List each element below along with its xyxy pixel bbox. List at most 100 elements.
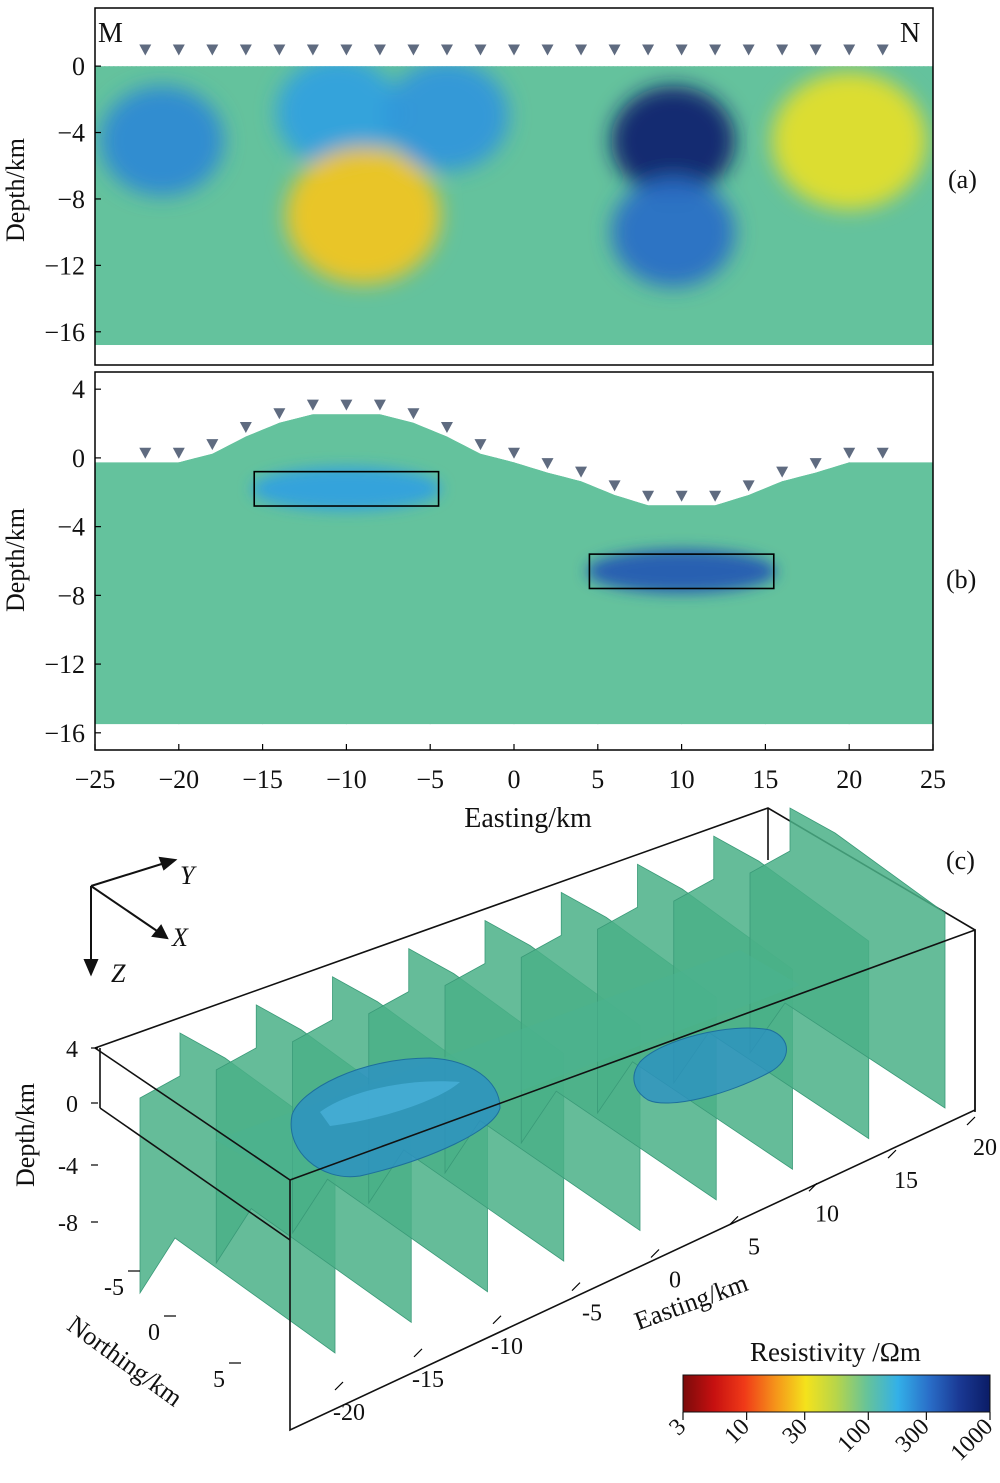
station-marker: [508, 447, 520, 459]
easting-tick-label: 0: [669, 1268, 681, 1294]
panel-a-stations: [139, 44, 889, 56]
colorbar-ramp: [682, 1374, 991, 1413]
conductor-isosurfaces: [290, 1027, 787, 1178]
easting-tick-label: 10: [815, 1201, 839, 1227]
station-marker: [440, 44, 453, 56]
easting-tick: [729, 1215, 739, 1225]
panel-a-frame: [94, 7, 934, 366]
station-marker: [776, 466, 789, 478]
station-marker: [373, 44, 386, 56]
anomaly-box: [588, 553, 775, 590]
station-marker: [742, 480, 755, 492]
panel-b: 4 0 −4 −8 −12 −16 −25 −20 −15 −10 −5 0 5 10 15 20 25 De…: [1, 371, 976, 834]
station-marker: [306, 44, 319, 56]
box-front-edges: [94, 928, 976, 1432]
easting-tick-label: 20: [973, 1135, 997, 1161]
y-tick-label: −8: [57, 185, 85, 214]
easting-tick: [650, 1249, 660, 1258]
anomaly-conductor: [586, 549, 777, 594]
colorbar-title: Resistivity /Ωm: [750, 1337, 921, 1367]
station-marker: [273, 44, 286, 56]
station-marker: [541, 458, 554, 470]
y-tick-label: −8: [57, 581, 85, 610]
colorbar-tick-label: 1000: [946, 1414, 998, 1466]
panel-a-heatmap: [95, 8, 933, 365]
panel-b-x-ticks: −25 −20 −15 −10 −5 0 5 10 15 20 25: [75, 744, 946, 794]
panel-b-xlabel: Easting/km: [464, 803, 592, 834]
y-tick-label: 0: [72, 444, 85, 473]
station-marker: [642, 490, 655, 502]
triad-x-arrow: [90, 885, 161, 934]
x-tick-label: −5: [416, 765, 444, 794]
x-tick-label: −15: [242, 765, 283, 794]
station-marker: [407, 44, 420, 56]
panel-b-stations: [139, 399, 889, 502]
y-tick-label: −16: [44, 318, 85, 347]
below-model-mask: [95, 345, 933, 365]
station-marker: [675, 44, 688, 56]
anomaly-conductor: [251, 466, 442, 511]
x-tick-label: −20: [158, 765, 199, 794]
easting-tick-label: 15: [894, 1168, 918, 1194]
easting-tick: [808, 1182, 818, 1192]
volume-slices: [139, 807, 946, 1354]
station-marker: [206, 44, 219, 56]
northing-tick-label: 5: [213, 1367, 225, 1393]
easting-tick: [413, 1348, 423, 1358]
z-tick-label: -8: [58, 1211, 78, 1237]
station-marker: [709, 44, 722, 56]
northing-axis-ticks: -5 0 5: [104, 1270, 241, 1393]
panel-a-ylabel: Depth/km: [1, 138, 30, 242]
x-tick-label: 5: [591, 765, 604, 794]
easting-tick-label: -20: [333, 1400, 365, 1426]
easting-tick-label: -15: [412, 1367, 444, 1393]
anomaly-conductor: [100, 85, 225, 196]
y-tick-label: −12: [44, 650, 85, 679]
profile-end-label: N: [900, 18, 920, 49]
station-marker: [809, 44, 822, 56]
easting-tick-label: -5: [582, 1301, 602, 1327]
panel-c-zlabel: Depth/km: [11, 1083, 40, 1187]
station-marker: [608, 480, 621, 492]
station-marker: [139, 447, 152, 459]
z-tick-label: -4: [58, 1154, 78, 1180]
station-marker: [508, 44, 520, 56]
anomaly-conductor: [276, 57, 401, 168]
colorbar-tick-label: 30: [778, 1414, 813, 1449]
panel-a-y-ticks: 0 −4 −8 −12 −16: [44, 52, 101, 347]
station-marker: [440, 421, 453, 433]
anomaly-resistor: [285, 146, 441, 285]
station-marker: [876, 447, 889, 459]
easting-tick: [571, 1282, 581, 1292]
station-marker: [675, 490, 688, 502]
triad-y-head: [158, 856, 178, 871]
station-marker: [373, 399, 386, 411]
station-marker: [709, 490, 722, 502]
triad-z-head: [83, 959, 99, 977]
x-tick-label: −25: [75, 765, 116, 794]
easting-axis-ticks: -20 -15 -10 -5 0 5 10 15 20: [333, 1116, 997, 1426]
station-marker: [541, 44, 554, 56]
station-marker: [742, 44, 755, 56]
y-tick-label: 4: [72, 375, 85, 404]
colorbar-ticks: 3 10 30 100 300 1000: [664, 1412, 998, 1466]
colorbar-tick-label: 300: [891, 1414, 935, 1458]
depth-axis-ticks: 4 0 -4 -8: [58, 1037, 98, 1237]
station-marker: [474, 44, 487, 56]
easting-tick-label: -10: [491, 1334, 523, 1360]
triad-y-label: Y: [180, 861, 197, 890]
easting-tick: [334, 1381, 344, 1391]
panel-b-y-ticks: 4 0 −4 −8 −12 −16: [44, 375, 101, 748]
station-marker: [575, 466, 588, 478]
station-marker: [843, 447, 856, 459]
panel-b-label: (b): [946, 565, 976, 594]
z-tick-label: 4: [66, 1037, 78, 1063]
colorbar-tick-label: 3: [664, 1414, 691, 1441]
triad-y-arrow: [90, 861, 169, 887]
x-tick-label: 0: [508, 765, 521, 794]
x-tick-label: 25: [920, 765, 946, 794]
x-tick-label: −10: [326, 765, 367, 794]
station-marker: [809, 458, 822, 470]
station-marker: [273, 408, 286, 420]
